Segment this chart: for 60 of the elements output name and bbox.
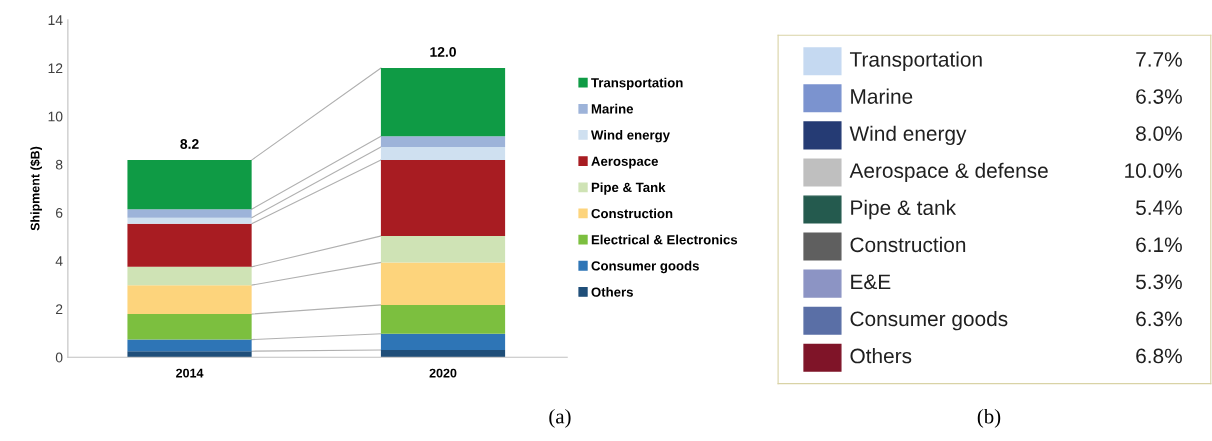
bar bbox=[380, 262, 506, 305]
category-label: Wind energy bbox=[849, 125, 967, 146]
text: 6.3% bbox=[1136, 89, 1182, 104]
y-tick-label: 14 bbox=[48, 15, 63, 25]
y-tick-label: 6 bbox=[55, 207, 63, 218]
total-label: 12.0 bbox=[430, 47, 456, 57]
legend-label: Aerospace bbox=[591, 156, 658, 169]
legend-label: Pipe & Tank bbox=[591, 182, 666, 195]
legend-label: Construction bbox=[591, 208, 673, 219]
legend-label: Marine bbox=[591, 103, 634, 114]
bar bbox=[380, 349, 506, 358]
text: 5.4% bbox=[1136, 200, 1182, 216]
legend-label: Electrical & Electronics bbox=[591, 234, 738, 245]
text: 7.7% bbox=[1136, 52, 1182, 67]
bar bbox=[380, 333, 506, 350]
text: 6.8% bbox=[1136, 348, 1182, 364]
bar bbox=[127, 339, 252, 352]
text: 8.0% bbox=[1136, 126, 1182, 141]
y-tick-label: 0 bbox=[55, 352, 63, 363]
bar bbox=[127, 223, 252, 267]
bar bbox=[380, 236, 506, 263]
bar bbox=[380, 136, 506, 148]
x-tick-label: 2014 bbox=[176, 368, 204, 378]
category-label: Transportation bbox=[849, 51, 982, 71]
legend-label: Consumer goods bbox=[591, 260, 699, 274]
bar bbox=[127, 160, 252, 210]
y-axis-title: Shipment ($B) bbox=[30, 146, 43, 231]
category-label: Construction bbox=[850, 236, 966, 253]
text: (b) bbox=[977, 408, 1001, 428]
category-label: Others bbox=[850, 348, 912, 364]
bar bbox=[380, 147, 506, 161]
legend-label: Others bbox=[591, 287, 633, 297]
x-tick-label: 2020 bbox=[429, 368, 457, 378]
category-label: Aerospace & defense bbox=[849, 162, 1048, 183]
y-tick-label: 4 bbox=[55, 256, 63, 266]
text: 6.3% bbox=[1136, 311, 1182, 327]
text: 5.3% bbox=[1136, 274, 1182, 290]
category-label: Marine bbox=[851, 88, 913, 104]
legend-label: Transportation bbox=[591, 77, 683, 90]
category-label: Pipe & tank bbox=[851, 199, 957, 220]
y-tick-label: 8 bbox=[55, 159, 63, 170]
y-tick-label: 10 bbox=[48, 111, 63, 122]
bar bbox=[127, 285, 252, 315]
bar bbox=[127, 314, 252, 340]
category-label: Consumer goods bbox=[850, 310, 1008, 331]
y-tick-label: 12 bbox=[48, 63, 63, 74]
category-label: E&E bbox=[851, 274, 891, 290]
text: (a) bbox=[549, 408, 571, 428]
bar bbox=[127, 209, 252, 218]
bar bbox=[127, 351, 252, 358]
total-label: 8.2 bbox=[180, 139, 199, 149]
bar bbox=[127, 217, 252, 224]
legend-label: Wind energy bbox=[590, 130, 670, 143]
text: 10.0% bbox=[1125, 163, 1182, 178]
bar bbox=[380, 160, 506, 236]
bar bbox=[380, 68, 506, 137]
text: 6.1% bbox=[1136, 237, 1182, 253]
y-tick-label: 2 bbox=[55, 304, 63, 315]
bar bbox=[380, 304, 506, 334]
bar bbox=[127, 266, 252, 286]
